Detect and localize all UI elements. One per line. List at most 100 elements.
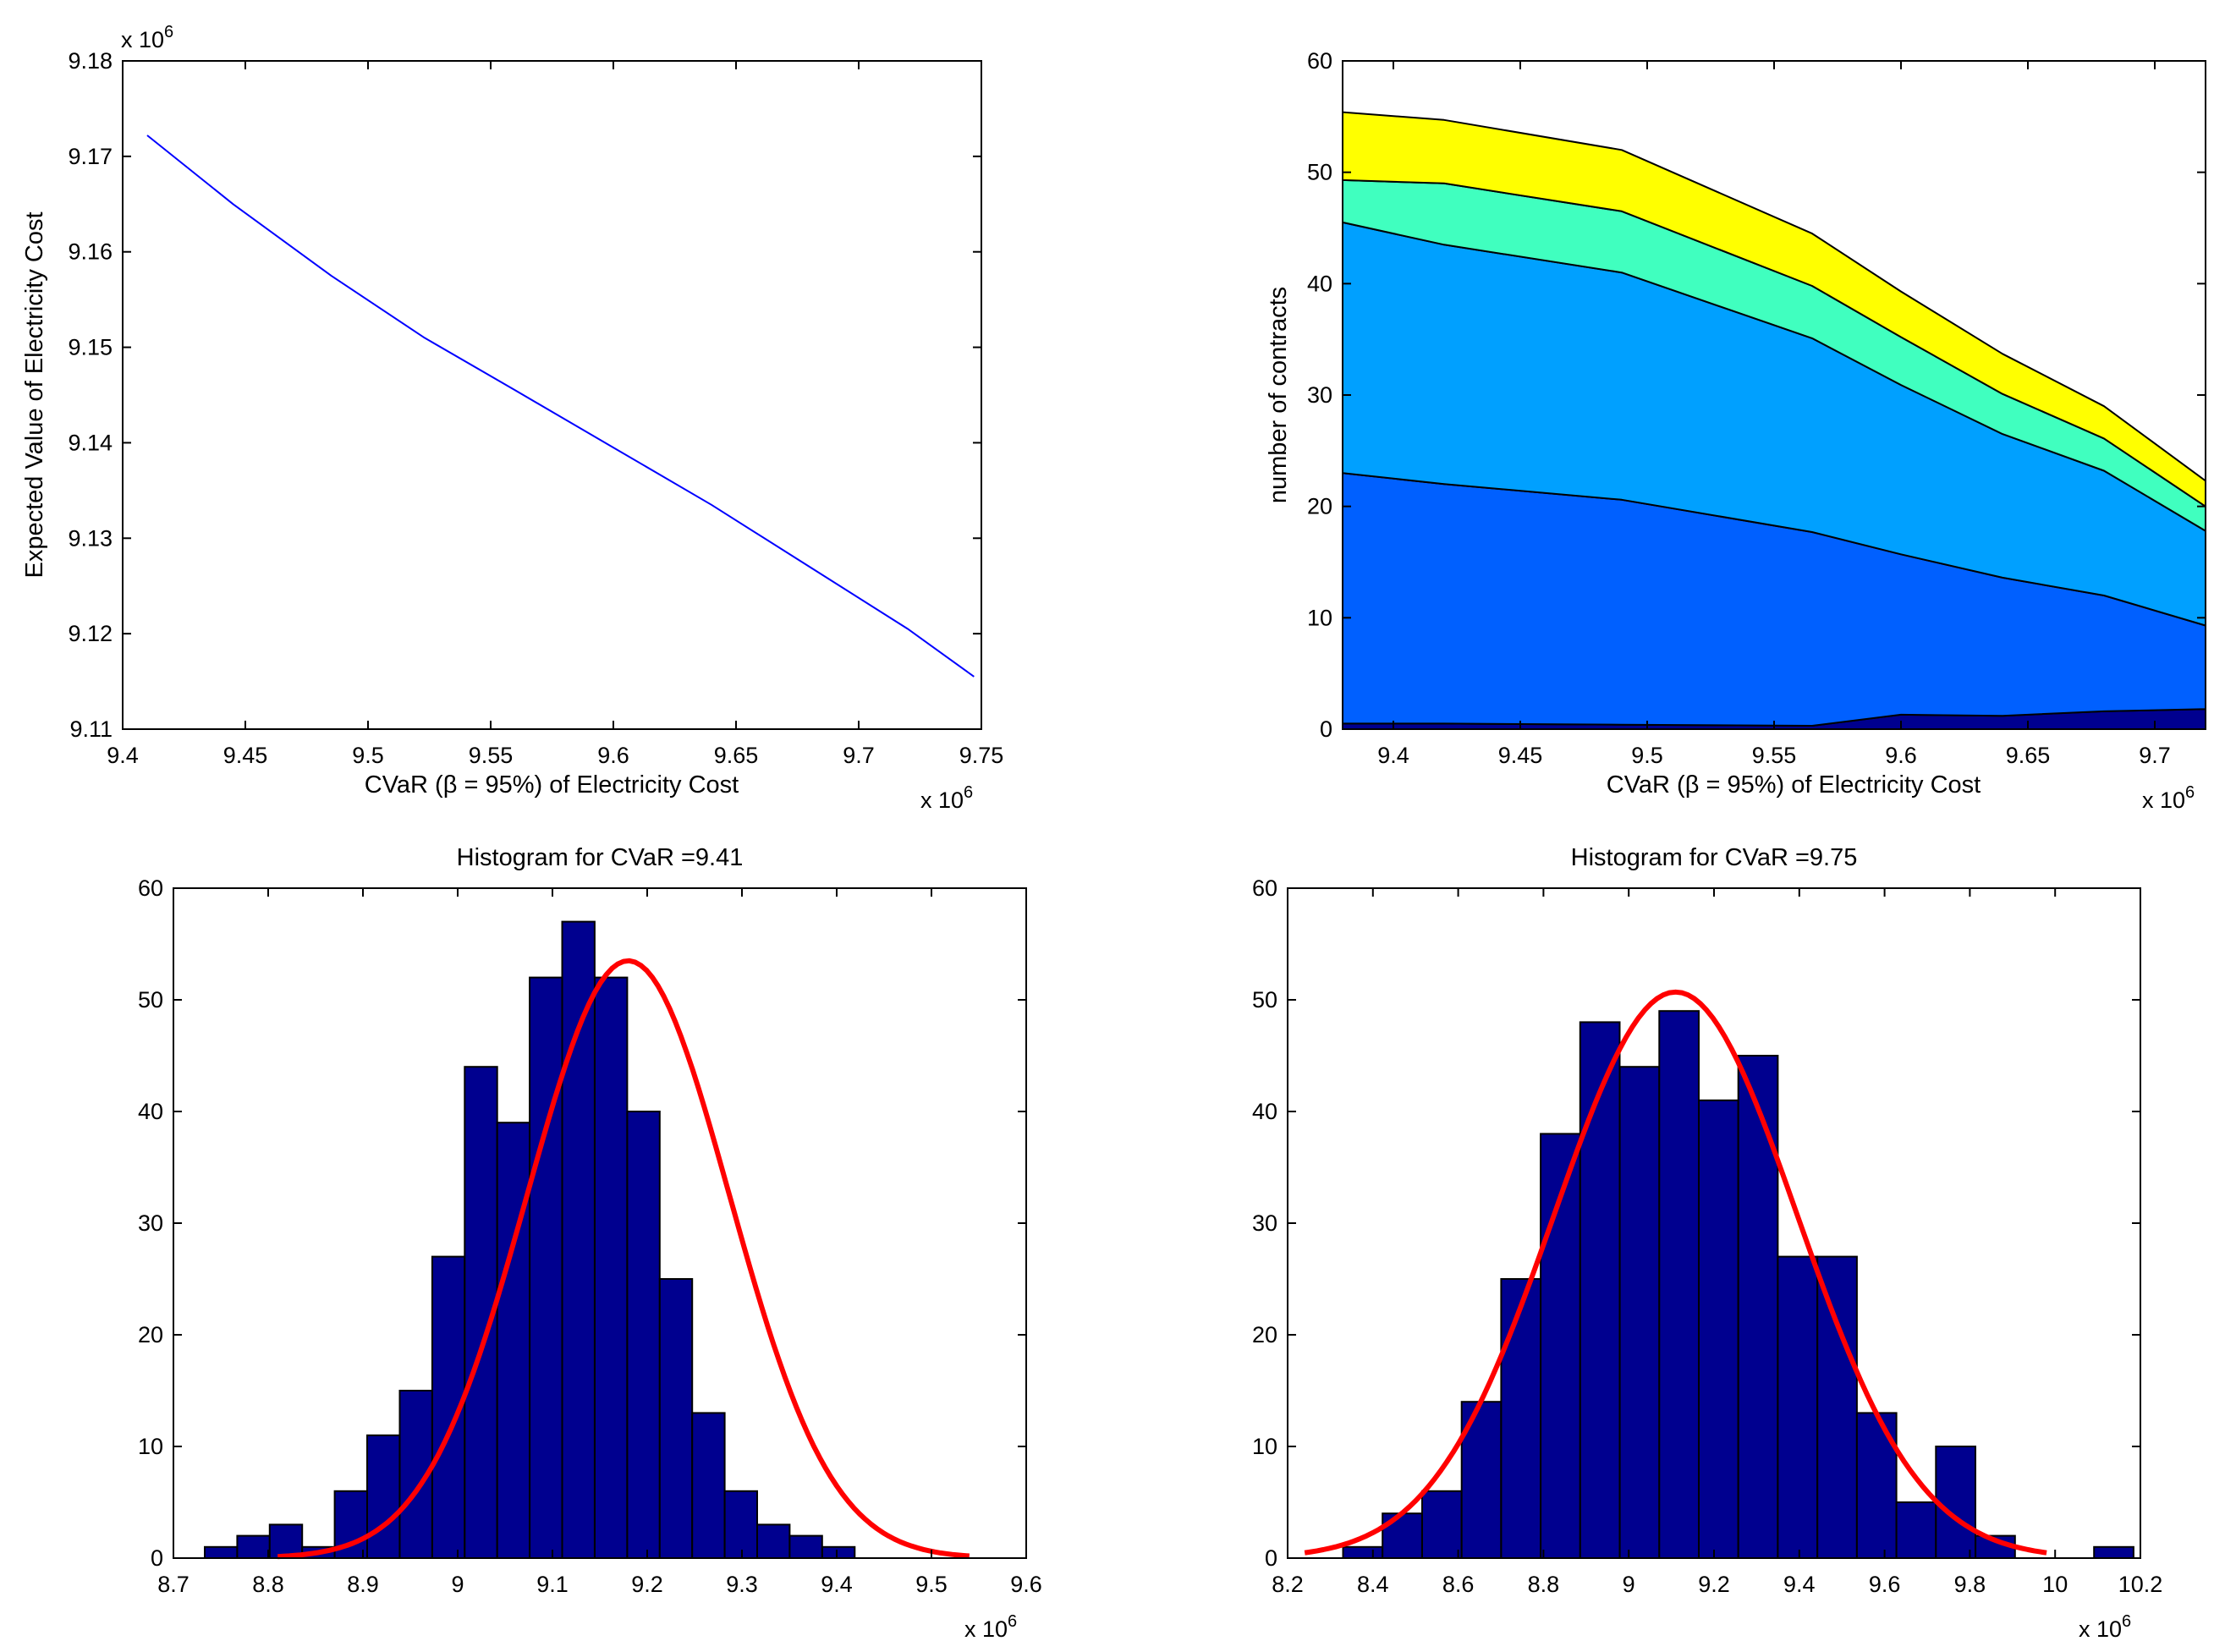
x-tick-label: 8.8 xyxy=(252,1572,284,1597)
x-tick-label: 9.4 xyxy=(1377,743,1409,768)
y-tick-label: 30 xyxy=(1307,382,1332,408)
histogram-bar xyxy=(788,1534,823,1559)
x-tick-label: 9.55 xyxy=(1752,743,1797,768)
y-tick-label: 9.17 xyxy=(68,144,113,169)
y-tick-label: 9.11 xyxy=(69,716,113,742)
y-axis-label: Expected Value of Electricity Cost xyxy=(21,211,48,578)
x-tick-label: 9.75 xyxy=(959,743,1004,768)
x-axis-label: CVaR (β = 95%) of Electricity Cost xyxy=(1607,771,1981,799)
histogram-bar xyxy=(1737,1055,1779,1559)
y-tick-label: 30 xyxy=(138,1210,163,1236)
y-tick-label: 20 xyxy=(1252,1322,1277,1347)
histogram-bar xyxy=(236,1534,271,1559)
y-tick-label: 0 xyxy=(151,1545,163,1571)
x-tick-label: 8.8 xyxy=(1528,1572,1560,1597)
histogram-cvar-941: 8.7 8.8 8.9 9 9.1 9.2 9.3 9.4 9.5 9.6 0 10 20 30 40 50… xyxy=(138,844,1042,1642)
x-axis-label: CVaR (β = 95%) of Electricity Cost xyxy=(365,771,739,799)
x-tick-label: 9.4 xyxy=(821,1572,853,1597)
histogram-bars xyxy=(1304,989,2134,1560)
histogram-bar xyxy=(1579,1021,1621,1559)
histogram-bar xyxy=(691,1412,726,1560)
x-tick-label: 9.5 xyxy=(352,743,384,768)
contracts-stacked-area-chart: 9.4 9.45 9.5 9.55 9.6 9.65 9.7 0 10 20 30 40 50 60 C… xyxy=(1265,48,2206,813)
x-tick-label: 8.2 xyxy=(1272,1572,1304,1597)
x-tick-label: 9.8 xyxy=(1954,1572,1986,1597)
x-tick-label: 9.6 xyxy=(1885,743,1917,768)
x-tick-label: 8.7 xyxy=(157,1572,190,1597)
x-tick-label: 8.4 xyxy=(1357,1572,1389,1597)
x-tick-label: 9.55 xyxy=(469,743,514,768)
x-tick-label: 9.6 xyxy=(597,743,629,768)
x-tick-label: 9.5 xyxy=(915,1572,948,1597)
x-tick-label: 9.65 xyxy=(714,743,759,768)
x-tick-label: 8.9 xyxy=(347,1572,379,1597)
y-tick-label: 10 xyxy=(1252,1434,1277,1459)
histogram-bar xyxy=(1658,1010,1700,1559)
x-tick-label: 9.1 xyxy=(536,1572,569,1597)
y-tick-label: 50 xyxy=(1307,160,1332,185)
area-series xyxy=(1342,111,2206,730)
histogram-bar xyxy=(366,1434,401,1560)
x-exponent: x 106 xyxy=(920,783,973,813)
x-exponent: x 106 xyxy=(2079,1612,2131,1642)
histogram-bar xyxy=(1816,1255,1858,1559)
y-tick-label: 9.15 xyxy=(68,335,113,360)
x-tick-label: 9.2 xyxy=(631,1572,663,1597)
plot-area xyxy=(122,60,982,730)
y-tick-label: 9.12 xyxy=(68,621,113,646)
x-tick-label: 10.2 xyxy=(2118,1572,2163,1597)
y-axis-ticks: 0 10 20 30 40 50 60 xyxy=(138,875,1026,1571)
histogram-bar xyxy=(1935,1446,1977,1559)
histogram-cvar-975: 8.2 8.4 8.6 8.8 9 9.2 9.4 9.6 9.8 10 10.2 0 10 20 30 4… xyxy=(1252,844,2162,1642)
x-tick-label: 9.6 xyxy=(1869,1572,1901,1597)
x-tick-label: 9.4 xyxy=(107,743,139,768)
line-series xyxy=(146,134,975,678)
x-axis-ticks: 9.4 9.45 9.5 9.55 9.6 9.65 9.7 9.75 xyxy=(107,61,1003,768)
y-tick-label: 0 xyxy=(1320,716,1332,742)
histogram-bar xyxy=(756,1523,791,1560)
histogram-bar xyxy=(1618,1066,1661,1559)
histogram-bars xyxy=(204,920,970,1560)
histogram-bar xyxy=(1777,1255,1819,1559)
y-tick-label: 9.16 xyxy=(68,239,113,265)
histogram-bar xyxy=(496,1122,531,1559)
x-tick-label: 9.5 xyxy=(1631,743,1663,768)
histogram-bar xyxy=(561,920,596,1559)
normal-fit-curve xyxy=(1304,989,2047,1556)
x-tick-label: 9.7 xyxy=(843,743,875,768)
x-exponent: x 106 xyxy=(964,1612,1017,1642)
y-tick-label: 9.14 xyxy=(68,430,113,455)
y-tick-label: 20 xyxy=(138,1322,163,1347)
histogram-bar xyxy=(658,1278,694,1559)
normal-fit-curve xyxy=(277,958,970,1560)
y-tick-label: 60 xyxy=(138,875,163,901)
x-tick-label: 9.2 xyxy=(1698,1572,1730,1597)
y-tick-label: 9.18 xyxy=(68,48,113,74)
histogram-bar xyxy=(2093,1545,2134,1560)
y-tick-label: 40 xyxy=(1252,1099,1277,1124)
y-exponent: x 106 xyxy=(121,23,173,52)
x-tick-label: 9 xyxy=(451,1572,464,1597)
x-tick-label: 9.65 xyxy=(2006,743,2051,768)
x-tick-label: 9.45 xyxy=(223,743,268,768)
y-tick-label: 60 xyxy=(1252,875,1277,901)
x-tick-label: 9.45 xyxy=(1498,743,1543,768)
x-exponent: x 106 xyxy=(2142,783,2195,813)
expected-value-vs-cvar-chart: 9.4 9.45 9.5 9.55 9.6 9.65 9.7 9.75 9.11 9.12 9.1… xyxy=(21,23,1003,813)
x-tick-label: 9.4 xyxy=(1783,1572,1816,1597)
histogram-bar xyxy=(1500,1278,1542,1559)
x-tick-label: 9 xyxy=(1623,1572,1635,1597)
x-axis-ticks: 8.2 8.4 8.6 8.8 9 9.2 9.4 9.6 9.8 10 10.2 xyxy=(1272,888,2162,1597)
y-tick-label: 60 xyxy=(1307,48,1332,74)
x-tick-label: 9.3 xyxy=(726,1572,758,1597)
chart-title: Histogram for CVaR =9.41 xyxy=(457,844,744,871)
x-axis-ticks: 9.4 9.45 9.5 9.55 9.6 9.65 9.7 xyxy=(1377,61,2171,768)
chart-title: Histogram for CVaR =9.75 xyxy=(1571,844,1858,871)
histogram-bar xyxy=(723,1490,758,1560)
y-tick-label: 30 xyxy=(1252,1210,1277,1236)
y-tick-label: 0 xyxy=(1265,1545,1277,1571)
histogram-bar xyxy=(529,976,563,1559)
x-axis-ticks: 8.7 8.8 8.9 9 9.1 9.2 9.3 9.4 9.5 9.6 xyxy=(157,888,1042,1597)
histogram-bar xyxy=(204,1545,239,1560)
y-tick-label: 50 xyxy=(138,987,163,1013)
